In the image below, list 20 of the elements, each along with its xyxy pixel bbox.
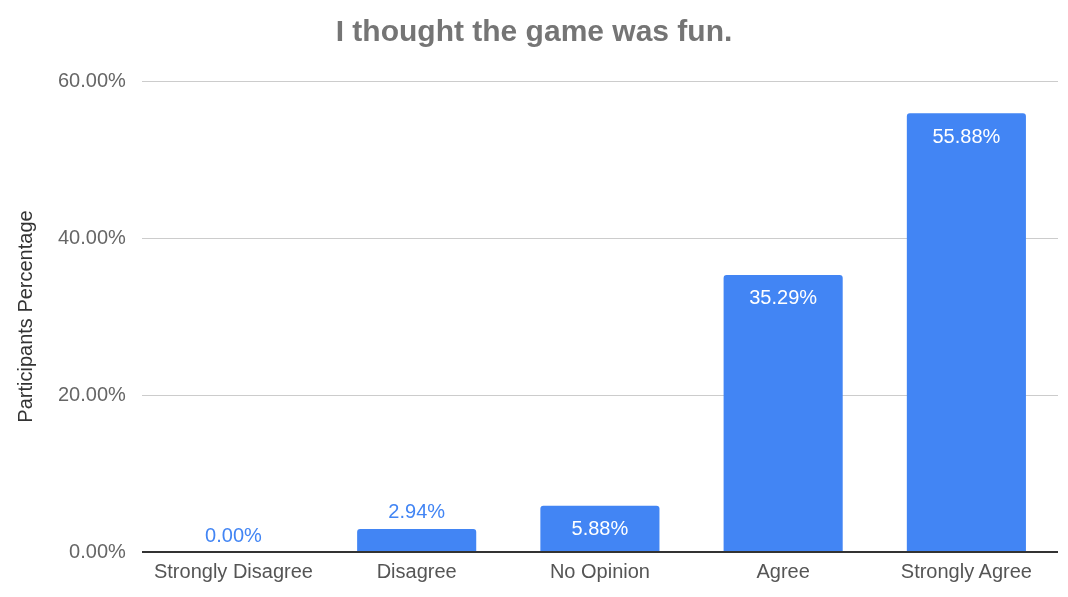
x-tick-label: Agree: [756, 559, 810, 582]
bar: [723, 274, 843, 551]
chart-title: I thought the game was fun.: [335, 14, 733, 48]
data-label: 2.94%: [388, 500, 446, 523]
y-tick-label: 40.00%: [57, 225, 127, 248]
bar: [906, 113, 1026, 551]
x-tick-label: Strongly Disagree: [153, 559, 313, 582]
x-tick-label: Strongly Agree: [900, 559, 1032, 582]
bar: [540, 505, 660, 551]
x-tick-label: Disagree: [376, 559, 457, 582]
y-tick-label: 20.00%: [57, 382, 127, 405]
data-label: 35.29%: [749, 286, 818, 309]
data-label: 0.00%: [205, 523, 263, 546]
y-tick-label: 60.00%: [57, 68, 127, 91]
y-axis-title: Participants Percentage: [13, 210, 36, 423]
data-label: 55.88%: [932, 124, 1001, 147]
bar: [357, 528, 477, 551]
data-label: 5.88%: [571, 517, 629, 540]
x-tick-label: No Opinion: [549, 559, 650, 582]
y-tick-label: 0.00%: [69, 539, 127, 562]
